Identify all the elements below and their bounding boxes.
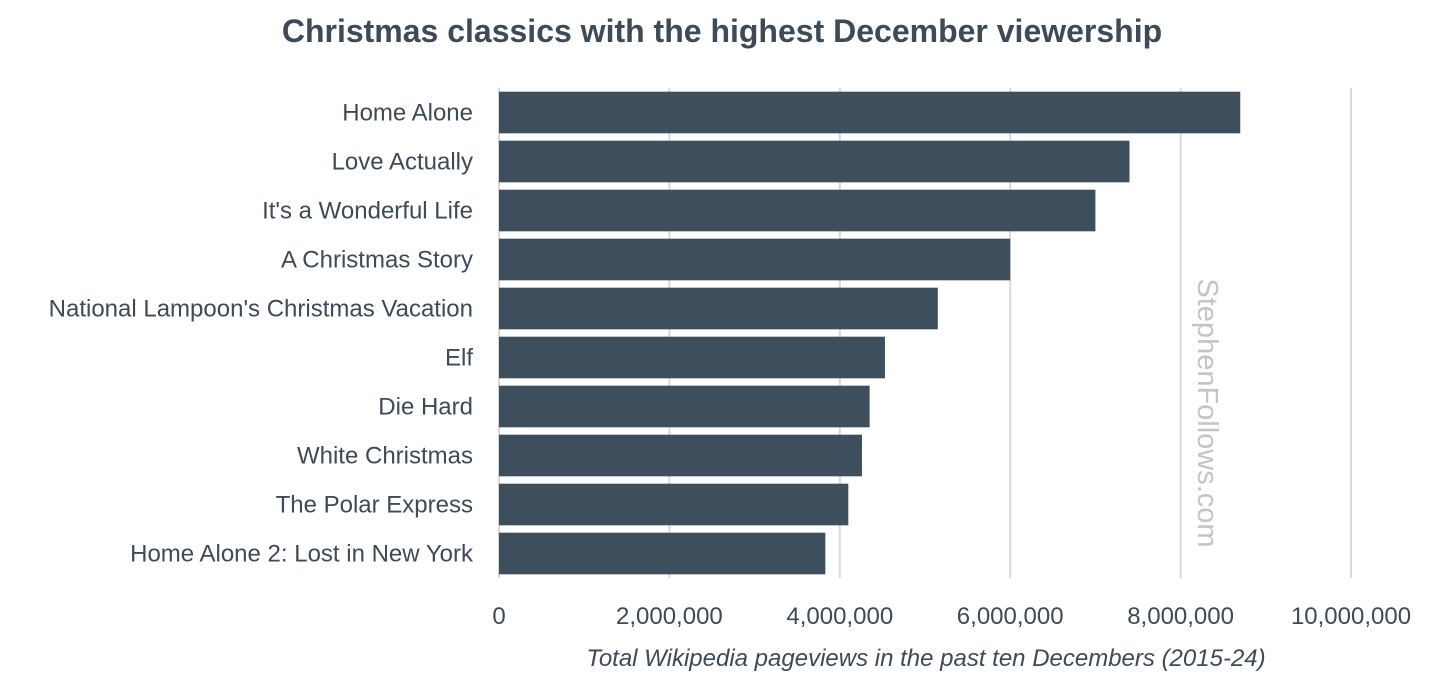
x-tick-label: 6,000,000 [957,603,1064,630]
category-labels: Home Alone Love Actually It's a Wonderful … [49,100,474,568]
bar [499,189,1096,232]
x-tick-label: 4,000,000 [786,603,893,630]
bar [499,385,870,428]
x-tick-label: 10,000,000 [1291,603,1411,630]
bar [499,140,1130,183]
category-label: It's a Wonderful Life [262,198,473,225]
x-tick-labels: 0 2,000,000 4,000,000 6,000,000 8,000,000 10,… [492,603,1411,630]
category-label: Home Alone [342,100,473,127]
bar [499,532,826,575]
x-axis-title: Total Wikipedia pageviews in the past te… [586,645,1265,672]
bar [499,434,862,477]
category-label: White Christmas [297,443,473,470]
category-label: Die Hard [378,394,473,421]
x-tick-label: 0 [492,603,505,630]
x-tick-label: 8,000,000 [1127,603,1234,630]
category-label: Elf [445,345,473,372]
category-label: Home Alone 2: Lost in New York [130,541,474,568]
category-label: A Christmas Story [281,247,473,274]
bar [499,287,938,330]
bar [499,336,885,379]
category-label: National Lampoon's Christmas Vacation [49,296,473,323]
bar [499,483,849,526]
watermark: StephenFollows.com [1191,278,1223,547]
bar [499,238,1011,281]
x-tick-label: 2,000,000 [616,603,723,630]
bars [499,91,1241,575]
category-label: The Polar Express [276,492,473,519]
category-label: Love Actually [332,149,473,176]
bar [499,91,1241,134]
chart-title: Christmas classics with the highest Dece… [282,13,1162,49]
